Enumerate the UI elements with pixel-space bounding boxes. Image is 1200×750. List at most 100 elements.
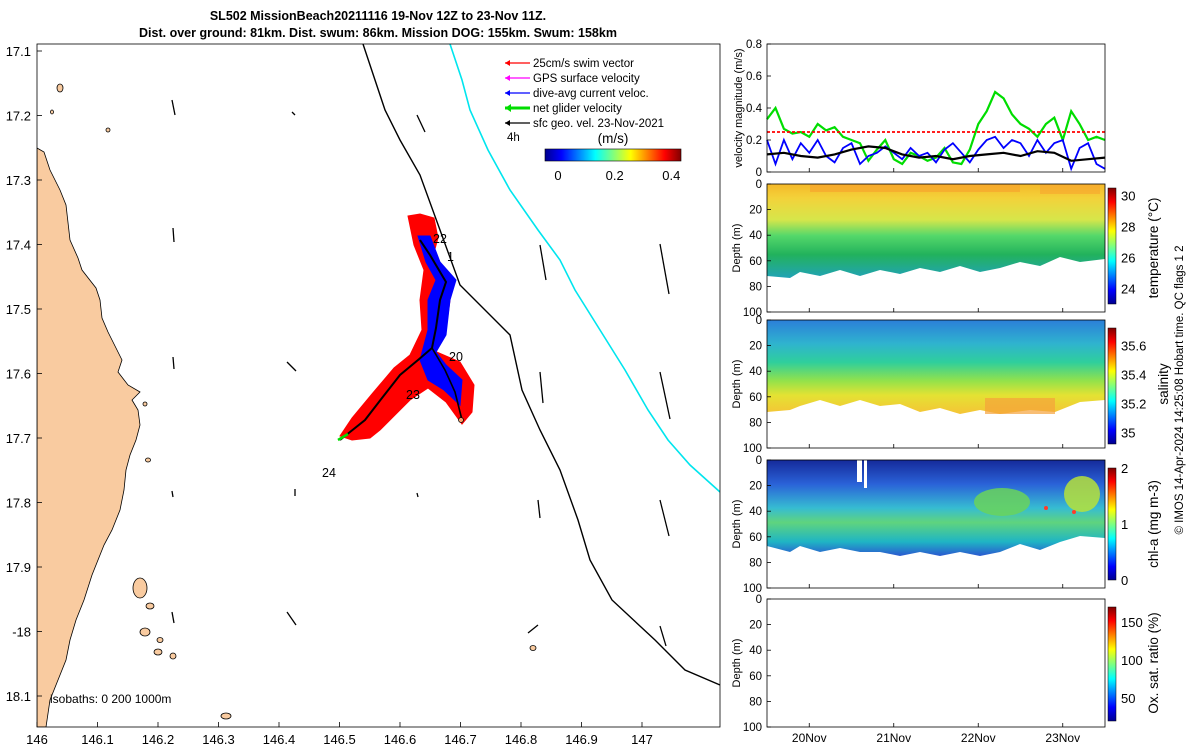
coastline-land (37, 147, 141, 727)
oxygen-ylabel: Depth (m) (731, 639, 743, 688)
colorbar-tick-label: 2 (1121, 461, 1128, 476)
velocity-ylabel: velocity magnitude (m/s) (733, 48, 745, 167)
lon-tick-label: 146.4 (263, 732, 296, 747)
colorbar-tick-label: 100 (1121, 653, 1143, 668)
legend-item-net-glider: net glider velocity (505, 103, 622, 115)
swim-vector-cloud (339, 213, 475, 441)
lon-tick-label: 146.3 (202, 732, 235, 747)
depth-tick-label: 0 (756, 179, 762, 191)
depth-tick-label: 80 (749, 281, 762, 293)
series-line (766, 135, 1106, 172)
lon-tick-label: 146.6 (384, 732, 417, 747)
depth-tick-label: 40 (749, 230, 762, 242)
colorbar-tick-label: 35.2 (1121, 396, 1146, 411)
colorbar-tick-label: 35 (1121, 425, 1135, 440)
depth-tick-label: 40 (749, 366, 762, 378)
legend-item-gps-velocity: GPS surface velocity (505, 73, 640, 85)
lon-tick-label: 146.9 (565, 732, 598, 747)
temperature-colorbar-ticks: 24 26 28 30 (1121, 189, 1135, 297)
depth-tick-label: 20 (749, 341, 762, 353)
oxygen-section: 0 20 40 60 80 100 Depth (m) 50 100 150 Ox. sat.… (731, 594, 1161, 734)
time-axis: 20Nov 21Nov 22Nov 23Nov (792, 168, 1080, 745)
salinity-section: 0 20 40 60 80 100 Depth (m) 35 35.2 35.4 35.6 sa… (731, 315, 1171, 455)
colorbar-tick-label: 30 (1121, 189, 1135, 204)
depth-tick-label: 100 (743, 722, 762, 734)
legend-label: sfc geo. vel. 23-Nov-2021 (533, 118, 664, 130)
title-line-2: Dist. over ground: 81km. Dist. swum: 86k… (139, 26, 617, 40)
legend-item-dive-avg: dive-avg current veloc. (505, 88, 649, 100)
lat-tick-label: 17.3 (6, 173, 31, 188)
lat-tick-label: 17.9 (6, 560, 31, 575)
depth-tick-label: 0 (756, 455, 762, 467)
lat-tick-label: 18.1 (6, 689, 31, 704)
speed-colorbar-tick-label: 0 (554, 168, 561, 183)
day-label: 1 (447, 250, 454, 264)
dive-avg-current-cloud (417, 235, 463, 407)
map-ticks: 146 146.1 146.2 146.3 146.4 146.5 146.6 146.7 14… (6, 44, 653, 747)
colorbar-tick-label: 24 (1121, 282, 1135, 297)
temperature-colorbar-label: temperature (°C) (1146, 198, 1161, 299)
lon-tick-label: 146.7 (444, 732, 477, 747)
time-tick-label: 23Nov (1045, 731, 1080, 745)
y-tick-label: 0.6 (746, 71, 762, 83)
time-tick-label: 22Nov (961, 731, 996, 745)
depth-tick-label: 0 (756, 594, 762, 606)
velocity-series (766, 90, 1106, 172)
depth-tick-label: 100 (743, 307, 762, 319)
temperature-section: 0 20 40 60 80 100 Depth (m) 24 26 28 30 temperat… (731, 179, 1161, 319)
lon-tick-label: 147 (631, 732, 653, 747)
colorbar-unit: (m/s) (598, 131, 629, 146)
colorbar-tick-label: 150 (1121, 615, 1143, 630)
oxygen-ticks: 0 20 40 60 80 100 (743, 594, 771, 734)
chlorophyll-ticks: 0 20 40 60 80 100 (743, 455, 771, 595)
lon-tick-label: 146.5 (323, 732, 356, 747)
colorbar-tick-label: 0 (1121, 573, 1128, 588)
day-label: 20 (449, 350, 463, 364)
isobath-200m (362, 44, 720, 686)
lat-tick-label: 17.5 (6, 302, 31, 317)
time-tick-label: 21Nov (876, 731, 911, 745)
depth-tick-label: 40 (749, 645, 762, 657)
depth-tick-label: 100 (743, 443, 762, 455)
depth-tick-label: 60 (749, 256, 762, 268)
net-glider-velocity (337, 432, 349, 442)
series-line (766, 90, 1106, 166)
lon-tick-label: 146.2 (142, 732, 175, 747)
velocity-panel: 0 0.2 0.4 0.6 0.8 velocity magnitude (m/s) (733, 39, 1106, 179)
depth-tick-label: 40 (749, 506, 762, 518)
track-map: 22 1 20 23 24 146 146.1 146.2 146.3 146.4 146… (6, 43, 721, 747)
day-label: 22 (433, 232, 447, 246)
speed-colorbar (544, 148, 682, 162)
colorbar-tick-label: 26 (1121, 251, 1135, 266)
temperature-ticks: 0 20 40 60 80 100 (743, 179, 771, 319)
salinity-field (767, 320, 1105, 414)
salinity-ticks: 0 20 40 60 80 100 (743, 315, 771, 455)
lat-tick-label: 17.8 (6, 496, 31, 511)
legend-label: net glider velocity (533, 103, 622, 115)
salinity-colorbar-label: salinity (1156, 363, 1171, 405)
y-tick-label: 0.2 (746, 135, 762, 147)
temperature-ylabel: Depth (m) (731, 224, 743, 273)
colorbar-tick-label: 1 (1121, 517, 1128, 532)
oxygen-colorbar-label: Ox. sat. ratio (%) (1146, 612, 1161, 713)
speed-colorbar-ticks: 0 0.2 0.4 (554, 168, 680, 183)
lat-tick-label: 17.7 (6, 431, 31, 446)
glider-position (458, 417, 464, 423)
legend-item-sfc-geo: sfc geo. vel. 23-Nov-2021 (505, 118, 664, 130)
depth-tick-label: 100 (743, 583, 762, 595)
y-tick-label: 0.4 (746, 103, 763, 115)
depth-tick-label: 80 (749, 417, 762, 429)
depth-tick-label: 60 (749, 532, 762, 544)
chlorophyll-field (767, 460, 1105, 556)
lat-tick-label: 17.4 (6, 238, 31, 253)
map-axes-box (36, 43, 721, 728)
lon-tick-label: 146 (26, 732, 48, 747)
lon-tick-label: 146.1 (81, 732, 114, 747)
isobaths-label: isobaths: 0 200 1000m (50, 692, 171, 706)
depth-tick-label: 60 (749, 671, 762, 683)
legend-label: 25cm/s swim vector (533, 58, 634, 70)
velocity-ticks: 0 0.2 0.4 0.6 0.8 (746, 39, 771, 179)
islands (50, 83, 537, 720)
colorbar-tick-label: 28 (1121, 220, 1135, 235)
depth-tick-label: 20 (749, 205, 762, 217)
